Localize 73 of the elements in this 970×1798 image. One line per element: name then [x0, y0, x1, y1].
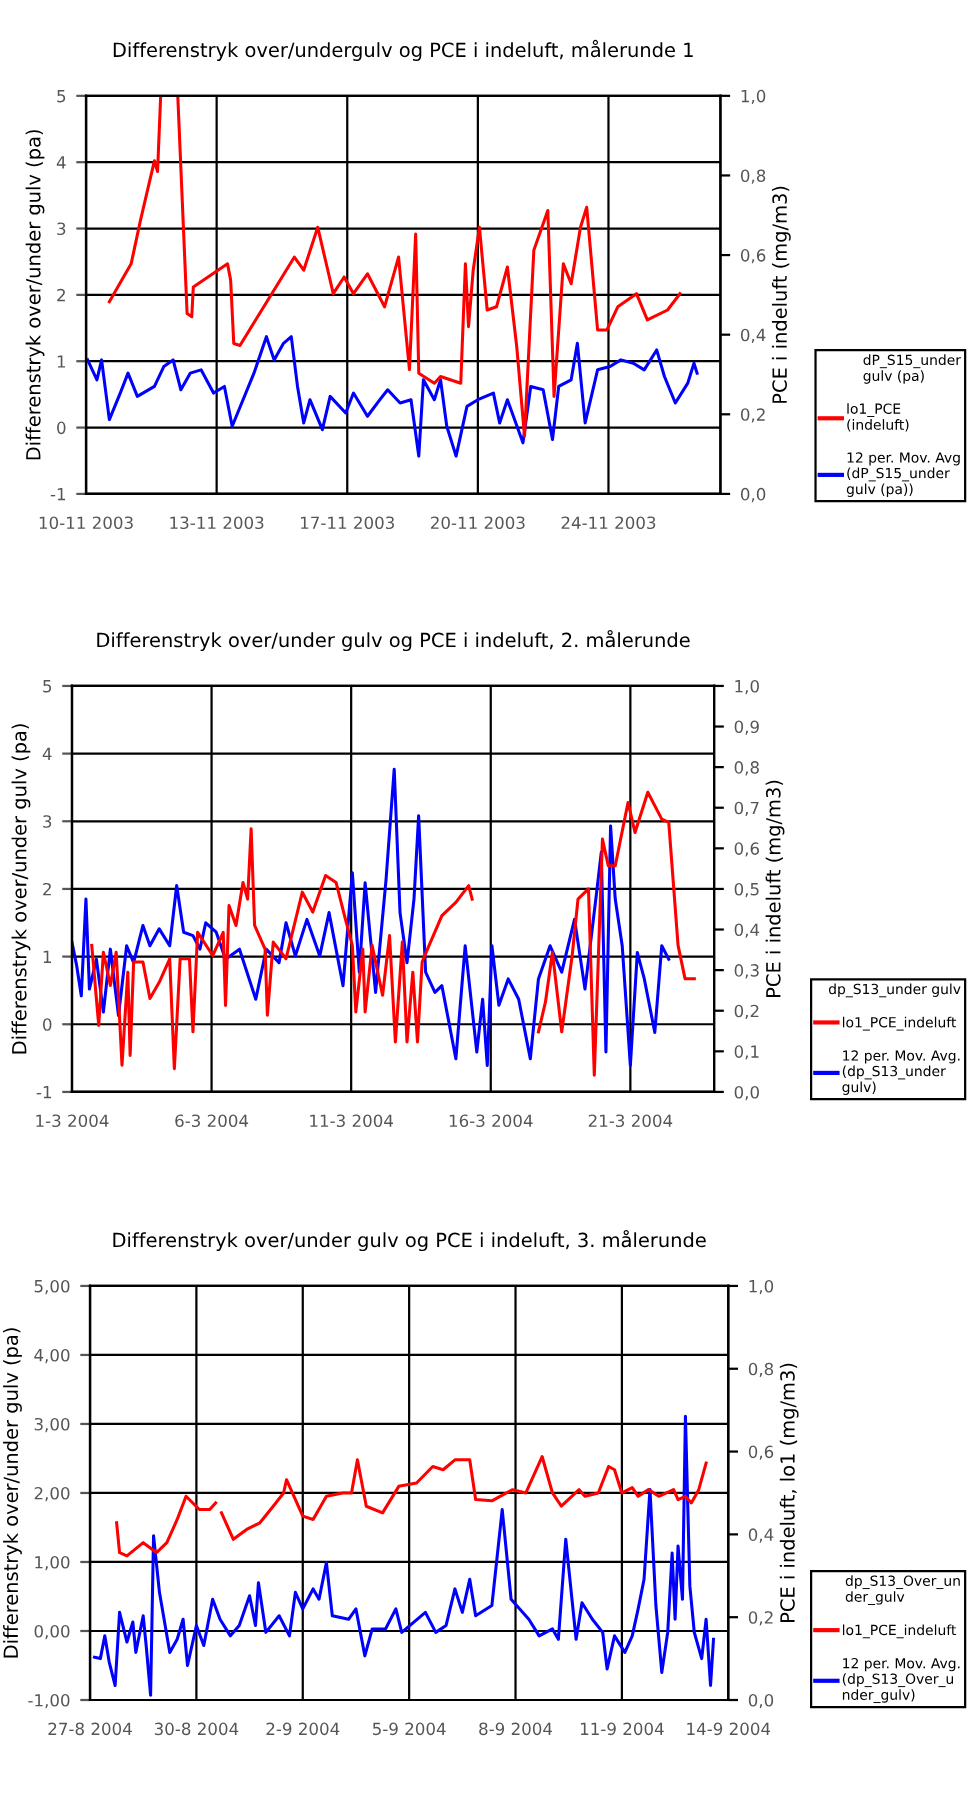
- chart-title: Differenstryk over/undergulv og PCE i indeluft, målerunde 1: [113, 39, 693, 61]
- y-tick-label: -1: [36, 1086, 51, 1099]
- y-axis-title: Differenstryk over/under gulv (pa): [11, 724, 31, 1054]
- x-tick-label: 5-9 2004: [372, 1722, 446, 1736]
- y-tick-label: 3,00: [34, 1417, 70, 1433]
- y-tick-label: 1: [43, 950, 51, 963]
- y2-tick-label: 0,4: [734, 923, 760, 938]
- y2-tick-label: 0,0: [734, 1085, 759, 1101]
- y-tick-label: 2: [43, 882, 51, 896]
- y-tick-label: 2,00: [34, 1486, 70, 1502]
- y2-tick-label: 1,0: [741, 89, 766, 105]
- y-tick-label: 4: [42, 747, 52, 760]
- y2-tick-label: 0,2: [748, 1611, 773, 1626]
- x-tick-label: 16-3 2004: [449, 1114, 533, 1128]
- y2-tick-label: 0,5: [734, 882, 759, 898]
- y-tick-label: -1: [50, 488, 66, 501]
- y2-tick-label: 0,4: [740, 328, 766, 343]
- x-tick-label: 2-9 2004: [266, 1722, 340, 1736]
- y2-tick-label: 0,6: [740, 249, 766, 264]
- y-tick-label: 4: [56, 156, 66, 169]
- x-tick-label: 14-9 2004: [687, 1722, 771, 1736]
- chart-title: Differenstryk over/under gulv og PCE i indeluft, 2. målerunde: [97, 629, 690, 652]
- y2-tick-label: 0,4: [748, 1528, 774, 1543]
- x-tick-label: 27-8 2004: [48, 1722, 132, 1736]
- x-tick-label: 24-11 2003: [561, 516, 656, 530]
- y-tick-label: 5: [43, 680, 52, 693]
- y-tick-label: 2: [57, 288, 65, 302]
- chart-title: Differenstryk over/under gulv og PCE i indeluft, 3. målerunde: [113, 1229, 706, 1252]
- y-tick-label: -1,00: [28, 1693, 70, 1709]
- x-tick-label: 20-11 2003: [431, 516, 525, 530]
- x-tick-label: 8-9 2004: [479, 1722, 553, 1736]
- y-tick-label: 3: [43, 815, 52, 828]
- x-tick-label: 30-8 2004: [154, 1722, 239, 1736]
- line-series: [86, 335, 699, 458]
- y-tick-label: 0,00: [34, 1624, 70, 1640]
- y2-tick-label: 0,8: [734, 761, 759, 776]
- y2-axis-title: PCE i indeluft, lo1 (mg/m3): [779, 1363, 799, 1622]
- y-tick-label: 4,00: [34, 1348, 70, 1364]
- y-tick-label: 5: [57, 90, 66, 103]
- x-tick-label: 13-11 2003: [170, 516, 264, 530]
- y2-tick-label: 0,0: [740, 487, 766, 503]
- y2-tick-label: 0,6: [748, 1445, 774, 1460]
- y-tick-label: 1: [57, 355, 66, 368]
- x-tick-label: 11-3 2004: [310, 1114, 393, 1128]
- y2-tick-label: 0,7: [734, 801, 759, 816]
- line-series: [71, 767, 671, 1068]
- y2-tick-label: 0,9: [734, 720, 759, 735]
- y-axis-title: Differenstryk over/under gulv (pa): [25, 130, 45, 460]
- y2-tick-label: 0,8: [740, 169, 766, 184]
- y2-tick-label: 1,0: [749, 1279, 774, 1295]
- line-series: [92, 1414, 716, 1697]
- y-tick-label: 0: [43, 1018, 52, 1031]
- y-tick-label: 5,00: [34, 1279, 70, 1295]
- y2-axis-title: PCE i indeluft (mg/m3): [771, 186, 791, 403]
- y2-tick-label: 0,3: [734, 964, 759, 979]
- y2-tick-label: 1,0: [735, 679, 759, 695]
- y-tick-label: 1,00: [35, 1555, 70, 1571]
- x-tick-label: 21-3 2004: [588, 1114, 673, 1128]
- y2-axis-title: PCE i indeluft (mg/m3): [765, 780, 785, 997]
- y2-tick-label: 0,2: [740, 408, 765, 423]
- y2-tick-label: 0,8: [748, 1362, 774, 1378]
- y2-tick-label: 0,6: [734, 842, 760, 857]
- y2-tick-label: 0,2: [734, 1004, 759, 1019]
- x-tick-label: 17-11 2003: [301, 516, 394, 530]
- y2-tick-label: 0,1: [734, 1045, 759, 1060]
- y-axis-title: Differenstryk over/under gulv (pa): [3, 1328, 22, 1658]
- x-tick-label: 1-3 2004: [36, 1114, 109, 1128]
- y2-tick-label: 0,0: [748, 1693, 774, 1709]
- y-tick-label: 0: [57, 421, 66, 435]
- x-tick-label: 11-9 2004: [580, 1722, 664, 1736]
- x-tick-label: 6-3 2004: [175, 1114, 249, 1128]
- x-tick-label: 10-11 2003: [39, 516, 133, 530]
- y-tick-label: 3: [57, 222, 66, 236]
